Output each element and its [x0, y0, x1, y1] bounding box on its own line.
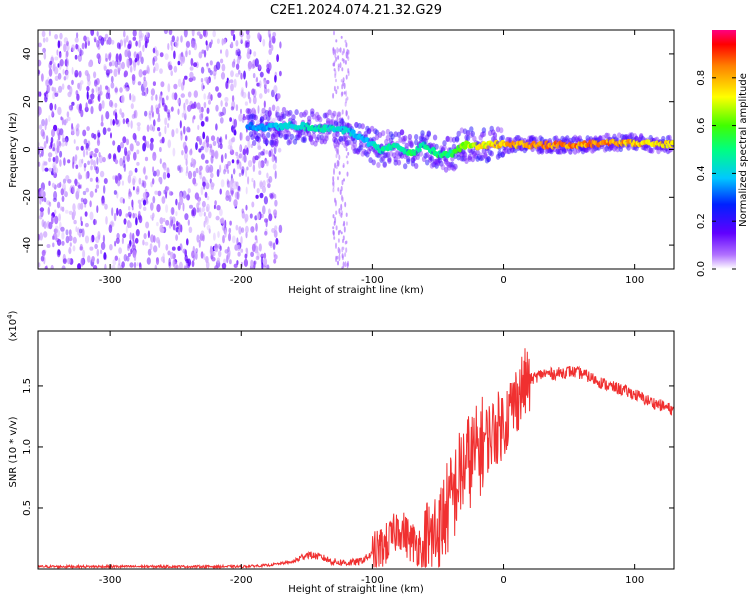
spectrogram-y-tick-label: 20 [22, 95, 33, 108]
spectrogram-x-label: Height of straight line (km) [288, 285, 424, 296]
spectrogram-y-ticks: -40 -20 0 20 40 [22, 48, 674, 253]
colorbar-tick-label: 0.8 [696, 70, 707, 86]
snr-x-label: Height of straight line (km) [288, 584, 424, 595]
snr-x-tick-label: 0 [500, 575, 506, 586]
spectrogram-y-tick-label: -40 [22, 237, 33, 253]
spectrogram-x-tick-label: -300 [99, 275, 122, 286]
spectrogram-y-tick-label: -20 [22, 189, 33, 205]
snr-x-ticks: -300 -200 -100 0 100 [99, 331, 644, 586]
colorbar-ticks: 0.0 0.2 0.4 0.6 0.8 [696, 70, 736, 277]
spectrogram-x-tick-label: -100 [361, 275, 384, 286]
snr-frame [37, 330, 675, 570]
spectrogram-y-tick-label: 40 [22, 48, 33, 61]
spectrogram-y-tick-label: 0 [22, 146, 33, 152]
colorbar-label: Normalized spectral amplitude [738, 73, 749, 227]
colorbar-tick-label: 0.6 [696, 118, 707, 134]
colorbar-gradient [712, 30, 736, 269]
spectrogram-y-label: Frequency (Hz) [8, 112, 19, 188]
spectrogram-x-tick-label: 0 [500, 275, 506, 286]
snr-series-line [38, 348, 674, 569]
snr-y-tick-label: 1.5 [22, 378, 33, 394]
snr-x-tick-label: 100 [625, 575, 644, 586]
colorbar-tick-label: 0.4 [696, 165, 707, 181]
snr-y-tick-label: 1.0 [22, 439, 33, 455]
spectrogram-x-tick-label: -200 [230, 275, 253, 286]
snr-x-tick-label: -100 [361, 575, 384, 586]
snr-x-tick-label: -200 [230, 575, 253, 586]
spectrogram-content [38, 30, 674, 269]
snr-plot-area [38, 348, 674, 569]
snr-y-tick-label: 0.5 [22, 500, 33, 516]
spectrogram-x-tick-label: 100 [625, 275, 644, 286]
snr-y-multiplier: (x104) [6, 310, 19, 341]
spectrogram-x-ticks: -300 -200 -100 0 100 [99, 30, 644, 286]
colorbar-tick-label: 0.2 [696, 213, 707, 229]
colorbar: 0.0 0.2 0.4 0.6 0.8 Normalized spectral ampl… [696, 30, 749, 277]
snr-y-label: SNR (10 * v/v) [8, 416, 19, 487]
snr-x-tick-label: -300 [99, 575, 122, 586]
snr-y-ticks: 0.5 1.0 1.5 [22, 378, 674, 516]
snr-panel: -300 -200 -100 0 100 0.5 1.0 1.5 Height of str… [6, 310, 675, 595]
figure-title: C2E1.2024.074.21.32.G29 [270, 3, 442, 18]
colorbar-tick-label: 0.0 [696, 261, 707, 277]
